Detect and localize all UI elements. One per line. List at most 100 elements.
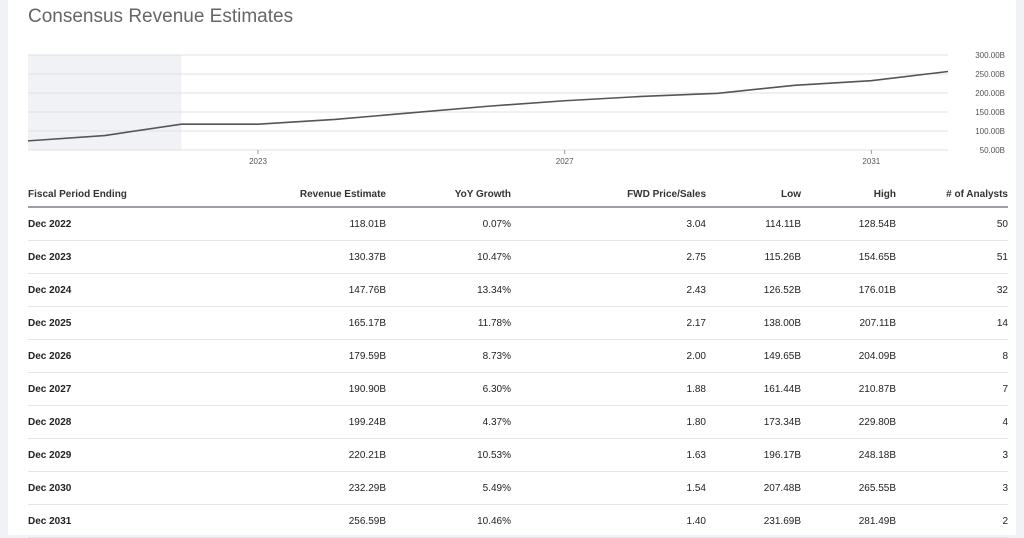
- fwd-price-sales-cell: 1.63: [511, 438, 706, 472]
- table-row: Dec 2027 190.90B 6.30% 1.88 161.44B 210.87B 7: [28, 372, 1008, 406]
- table-row: Dec 2022 118.01B 0.07% 3.04 114.11B 128.54B 50: [28, 207, 1008, 241]
- fwd-price-sales-cell: 2.00: [511, 339, 706, 373]
- revenue-series-line: [27, 70, 949, 142]
- y-tick-label: 150.00B: [975, 108, 1005, 117]
- header-fwd-price-sales[interactable]: FWD Price/Sales: [511, 183, 706, 208]
- revenue-estimate-cell: 147.76B: [188, 273, 386, 307]
- num-analysts-cell: 3: [896, 438, 1008, 472]
- low-cell: 196.17B: [706, 438, 801, 472]
- yoy-growth-cell: 4.37%: [386, 405, 511, 439]
- header-yoy-growth[interactable]: YoY Growth: [386, 183, 511, 208]
- low-cell: 161.44B: [706, 372, 801, 406]
- low-cell: 115.26B: [706, 240, 801, 274]
- table-row: Dec 2023 130.37B 10.47% 2.75 115.26B 154.65B 5…: [28, 240, 1008, 274]
- fwd-price-sales-cell: 1.88: [511, 372, 706, 406]
- period-cell: Dec 2028: [28, 405, 188, 439]
- high-cell: 207.11B: [801, 306, 896, 340]
- revenue-line-chart: 300.00B 250.00B 200.00B 150.00B 100.00B 50.00…: [27, 51, 1005, 166]
- num-analysts-cell: 14: [896, 306, 1008, 340]
- yoy-growth-cell: 0.07%: [386, 207, 511, 241]
- estimates-table: Fiscal Period Ending Revenue Estimate Yo…: [28, 183, 1008, 538]
- low-cell: 207.48B: [706, 471, 801, 505]
- period-cell: Dec 2024: [28, 273, 188, 307]
- fwd-price-sales-cell: 2.17: [511, 306, 706, 340]
- yoy-growth-cell: 5.49%: [386, 471, 511, 505]
- high-cell: 204.09B: [801, 339, 896, 373]
- fwd-price-sales-cell: 2.75: [511, 240, 706, 274]
- period-cell: Dec 2029: [28, 438, 188, 472]
- yoy-growth-cell: 10.53%: [386, 438, 511, 472]
- high-cell: 281.49B: [801, 504, 896, 538]
- num-analysts-cell: 7: [896, 372, 1008, 406]
- fwd-price-sales-cell: 1.54: [511, 471, 706, 505]
- revenue-estimate-cell: 199.24B: [188, 405, 386, 439]
- table-row: Dec 2031 256.59B 10.46% 1.40 231.69B 281.49B 2: [28, 504, 1008, 538]
- num-analysts-cell: 4: [896, 405, 1008, 439]
- estimates-table-body: Dec 2022 118.01B 0.07% 3.04 114.11B 128.54B 50…: [28, 207, 1008, 538]
- header-fiscal-period[interactable]: Fiscal Period Ending: [28, 183, 188, 208]
- y-tick-label: 50.00B: [980, 146, 1005, 155]
- num-analysts-cell: 50: [896, 207, 1008, 241]
- revenue-estimate-cell: 190.90B: [188, 372, 386, 406]
- low-cell: 231.69B: [706, 504, 801, 538]
- period-cell: Dec 2022: [28, 207, 188, 241]
- num-analysts-cell: 8: [896, 339, 1008, 373]
- revenue-estimate-cell: 220.21B: [188, 438, 386, 472]
- y-tick-label: 100.00B: [975, 127, 1005, 136]
- x-tick-label: 2031: [862, 157, 880, 166]
- table-row: Dec 2029 220.21B 10.53% 1.63 196.17B 248.18B 3: [28, 438, 1008, 472]
- low-cell: 126.52B: [706, 273, 801, 307]
- high-cell: 210.87B: [801, 372, 896, 406]
- x-tick-label: 2023: [249, 157, 267, 166]
- low-cell: 173.34B: [706, 405, 801, 439]
- yoy-growth-cell: 13.34%: [386, 273, 511, 307]
- y-tick-label: 200.00B: [975, 89, 1005, 98]
- fwd-price-sales-cell: 1.80: [511, 405, 706, 439]
- yoy-growth-cell: 11.78%: [386, 306, 511, 340]
- yoy-growth-cell: 8.73%: [386, 339, 511, 373]
- low-cell: 138.00B: [706, 306, 801, 340]
- revenue-estimate-cell: 130.37B: [188, 240, 386, 274]
- high-cell: 229.80B: [801, 405, 896, 439]
- num-analysts-cell: 3: [896, 471, 1008, 505]
- historical-shade: [28, 55, 182, 150]
- high-cell: 248.18B: [801, 438, 896, 472]
- high-cell: 176.01B: [801, 273, 896, 307]
- low-cell: 114.11B: [706, 207, 801, 241]
- period-cell: Dec 2027: [28, 372, 188, 406]
- revenue-estimate-cell: 179.59B: [188, 339, 386, 373]
- header-low[interactable]: Low: [706, 183, 801, 208]
- low-cell: 149.65B: [706, 339, 801, 373]
- yoy-growth-cell: 6.30%: [386, 372, 511, 406]
- revenue-estimate-cell: 118.01B: [188, 207, 386, 241]
- y-tick-label: 250.00B: [975, 70, 1005, 79]
- yoy-growth-cell: 10.46%: [386, 504, 511, 538]
- header-revenue-estimate[interactable]: Revenue Estimate: [188, 183, 386, 208]
- table-row: Dec 2026 179.59B 8.73% 2.00 149.65B 204.09B 8: [28, 339, 1008, 373]
- period-cell: Dec 2026: [28, 339, 188, 373]
- table-row: Dec 2024 147.76B 13.34% 2.43 126.52B 176.01B 3…: [28, 273, 1008, 307]
- revenue-estimates-card: Consensus Revenue Estimates 300.00B 250.0…: [8, 0, 1016, 538]
- period-cell: Dec 2023: [28, 240, 188, 274]
- table-row: Dec 2030 232.29B 5.49% 1.54 207.48B 265.55B 3: [28, 471, 1008, 505]
- num-analysts-cell: 2: [896, 504, 1008, 538]
- revenue-estimate-cell: 256.59B: [188, 504, 386, 538]
- fwd-price-sales-cell: 2.43: [511, 273, 706, 307]
- header-num-analysts[interactable]: # of Analysts: [896, 183, 1008, 208]
- period-cell: Dec 2025: [28, 306, 188, 340]
- period-cell: Dec 2030: [28, 471, 188, 505]
- fwd-price-sales-cell: 1.40: [511, 504, 706, 538]
- y-tick-label: 300.00B: [975, 51, 1005, 60]
- high-cell: 128.54B: [801, 207, 896, 241]
- high-cell: 265.55B: [801, 471, 896, 505]
- revenue-estimate-cell: 165.17B: [188, 306, 386, 340]
- num-analysts-cell: 51: [896, 240, 1008, 274]
- high-cell: 154.65B: [801, 240, 896, 274]
- yoy-growth-cell: 10.47%: [386, 240, 511, 274]
- fwd-price-sales-cell: 3.04: [511, 207, 706, 241]
- num-analysts-cell: 32: [896, 273, 1008, 307]
- header-high[interactable]: High: [801, 183, 896, 208]
- revenue-estimate-cell: 232.29B: [188, 471, 386, 505]
- x-tick-label: 2027: [556, 157, 574, 166]
- table-row: Dec 2025 165.17B 11.78% 2.17 138.00B 207.11B 1…: [28, 306, 1008, 340]
